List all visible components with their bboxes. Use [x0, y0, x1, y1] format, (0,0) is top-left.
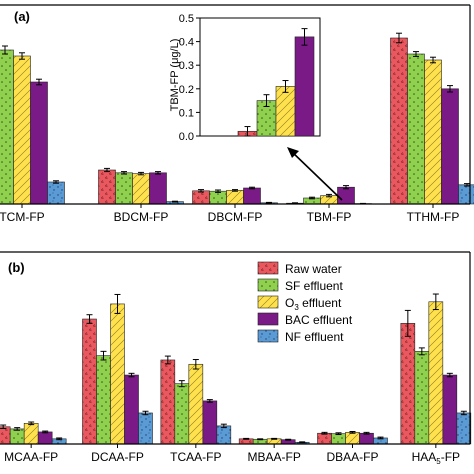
- bar-nf-2: [216, 425, 232, 445]
- bar-raw-0: [0, 426, 11, 445]
- bar-o3-0: [23, 423, 39, 445]
- inset-y-tick-label: 0.0: [179, 131, 194, 143]
- inset-y-tick-label: 0.4: [179, 37, 194, 49]
- bar-o3-1: [110, 303, 125, 445]
- arrow-shaft: [289, 149, 343, 201]
- bar-o3-4: [424, 59, 442, 205]
- bar-bac-1: [124, 374, 139, 445]
- bar-sf-5: [414, 351, 430, 445]
- panel-b-axis: MCAA-FP DCAA-FP TCAA-FP MBAA-FP DBAA-FP HAA5-…: [0, 251, 471, 466]
- bar-o3-4: [345, 432, 360, 445]
- panel-a-bars: [0, 32, 474, 205]
- x-tick-label: HAA5-FP: [412, 450, 460, 466]
- inset-y-tick-label: 0.2: [179, 84, 194, 96]
- bar-raw-4: [390, 37, 408, 205]
- inset-y-tick-label: 0.1: [179, 107, 194, 119]
- bar-raw-1: [98, 169, 116, 205]
- panel-b-plot: MCAA-FP DCAA-FP TCAA-FP MBAA-FP DBAA-FP HAA5-…: [0, 251, 472, 466]
- legend-label-sf: SF effluent: [285, 279, 343, 293]
- x-tick-label: TTHM-FP: [407, 210, 460, 224]
- bar-bac-2: [243, 187, 261, 205]
- bar-o3-5: [428, 301, 444, 445]
- bar-nf-0: [47, 181, 65, 205]
- inset-y-axis-label: TBM-FP (μg/L): [169, 39, 181, 112]
- bar-o3-1: [132, 173, 150, 205]
- bar-o3-2: [188, 363, 204, 445]
- bar-bac-5: [442, 374, 458, 445]
- bar-raw-2: [160, 359, 176, 445]
- bar-nf-5: [456, 412, 472, 445]
- arrow-head: [287, 147, 299, 158]
- bar-bac-3: [337, 186, 355, 205]
- legend-label-nf: NF effluent: [285, 330, 344, 344]
- tbm-inset: 0.0 0.1 0.2 0.3 0.4 0.5: [179, 13, 321, 143]
- panel-a-axis: TCM-FP BDCM-FP DBCM-FP TBM-FP TTHM-FP: [0, 4, 471, 224]
- bar-sf-0: [0, 49, 14, 205]
- panel-a-plot: TCM-FP BDCM-FP DBCM-FP TBM-FP TTHM-FP (a) 0.…: [0, 4, 474, 224]
- inset-bar-bac: [294, 36, 315, 137]
- bar-sf-0: [9, 428, 25, 445]
- bar-sf-2: [209, 190, 227, 205]
- panel-a-label: (a): [14, 9, 30, 24]
- bar-bac-1: [149, 172, 167, 205]
- legend-label-raw: Raw water: [285, 262, 342, 276]
- bar-raw-5: [400, 323, 416, 445]
- bar-nf-4: [458, 184, 474, 205]
- bar-sf-2: [174, 383, 190, 445]
- inset-bar-o3: [275, 86, 296, 137]
- panel-b-label: (b): [8, 260, 25, 275]
- panel-b-bars: [0, 293, 472, 445]
- bar-bac-0: [37, 431, 53, 445]
- bar-sf-4: [331, 433, 346, 445]
- legend-label-o3: O3 effluent: [285, 296, 342, 312]
- bar-nf-1: [138, 412, 153, 445]
- bar-raw-4: [317, 432, 332, 445]
- bar-bac-4: [359, 432, 374, 445]
- bar-raw-1: [82, 318, 97, 445]
- x-tick-label: TCAA-FP: [170, 450, 221, 464]
- inset-y-tick-label: 0.3: [179, 60, 194, 72]
- legend-label-bac: BAC effluent: [285, 313, 353, 327]
- bar-bac-2: [202, 400, 218, 445]
- bar-raw-2: [192, 190, 210, 205]
- bar-o3-2: [226, 190, 244, 205]
- legend-swatch-sf: [257, 278, 279, 292]
- legend-swatch-nf: [257, 329, 279, 343]
- x-tick-label: DBAA-FP: [326, 450, 378, 464]
- legend-swatch-raw: [257, 261, 279, 275]
- x-tick-label: TCM-FP: [0, 210, 45, 224]
- x-tick-label: MBAA-FP: [247, 450, 300, 464]
- bar-sf-4: [407, 53, 425, 205]
- bar-bac-4: [441, 88, 459, 205]
- x-tick-label: DBCM-FP: [208, 210, 263, 224]
- bar-sf-1: [115, 172, 133, 205]
- legend-swatch-bac: [257, 312, 279, 326]
- x-tick-label: TBM-FP: [307, 210, 352, 224]
- bar-o3-0: [13, 55, 31, 205]
- inset-y-tick-label: 0.5: [179, 13, 194, 25]
- x-tick-label: DCAA-FP: [91, 450, 144, 464]
- x-tick-label: BDCM-FP: [114, 210, 169, 224]
- bar-sf-1: [96, 355, 111, 445]
- inset-pointer-arrow: [287, 147, 343, 201]
- x-tick-label: MCAA-FP: [4, 450, 58, 464]
- legend-swatch-o3: [257, 295, 279, 309]
- bar-bac-0: [30, 81, 48, 205]
